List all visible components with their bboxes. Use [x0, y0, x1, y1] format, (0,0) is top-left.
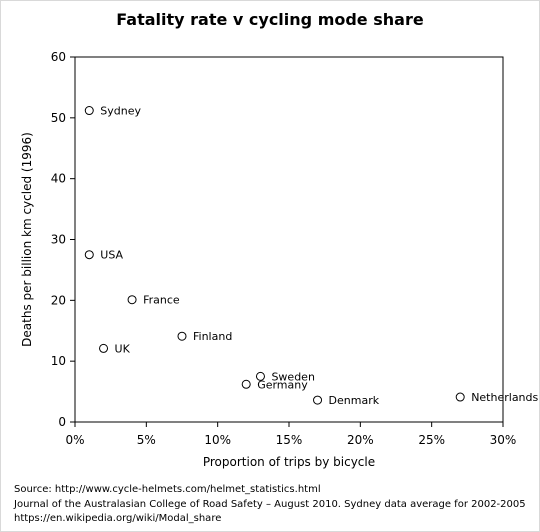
data-point-label: France: [143, 294, 180, 307]
data-point: [127, 295, 137, 305]
y-tick-label: 60: [51, 50, 66, 64]
x-tick-label: 30%: [490, 433, 517, 447]
y-tick-label: 30: [51, 233, 66, 247]
x-tick-label: 25%: [418, 433, 445, 447]
ticks: 0 10 20 30 40 50 60 0% 5% 10% 15% 20% 25% 30%: [51, 50, 517, 447]
data-point-label: Sydney: [100, 105, 141, 118]
x-axis-label: Proportion of trips by bicycle: [203, 455, 375, 469]
data-point: [177, 331, 187, 341]
data-point: [84, 106, 94, 116]
x-tick-label: 5%: [137, 433, 156, 447]
data-point-label: Germany: [257, 378, 308, 391]
source-line-3: https://en.wikipedia.org/wiki/Modal_shar…: [14, 513, 222, 524]
data-point: [241, 379, 251, 389]
y-tick-label: 40: [51, 172, 66, 186]
x-tick-label: 20%: [347, 433, 374, 447]
y-tick-label: 50: [51, 111, 66, 125]
y-tick-label: 10: [51, 354, 66, 368]
data-point: [84, 250, 94, 260]
chart-title: Fatality rate v cycling mode share: [116, 10, 424, 29]
data-point: [313, 395, 323, 405]
data-point: [255, 371, 265, 381]
data-point-label: Finland: [193, 330, 232, 343]
data-point-label: Sweden: [271, 370, 314, 383]
data-point: [99, 343, 109, 353]
data-point-label: Netherlands: [471, 391, 538, 404]
data-point: [455, 392, 465, 402]
source-line-1: Source: http://www.cycle-helmets.com/hel…: [14, 484, 321, 495]
y-tick-label: 0: [58, 415, 66, 429]
y-axis-label: Deaths per billion km cycled (1996): [20, 132, 34, 347]
source-line-2: Journal of the Australasian College of R…: [14, 499, 526, 510]
x-tick-label: 10%: [204, 433, 231, 447]
x-tick-label: 15%: [276, 433, 303, 447]
data-point-label: Denmark: [329, 394, 380, 407]
y-tick-label: 20: [51, 293, 66, 307]
data-point-label: UK: [115, 342, 131, 355]
x-tick-label: 0%: [65, 433, 84, 447]
data-point-label: USA: [100, 249, 123, 262]
